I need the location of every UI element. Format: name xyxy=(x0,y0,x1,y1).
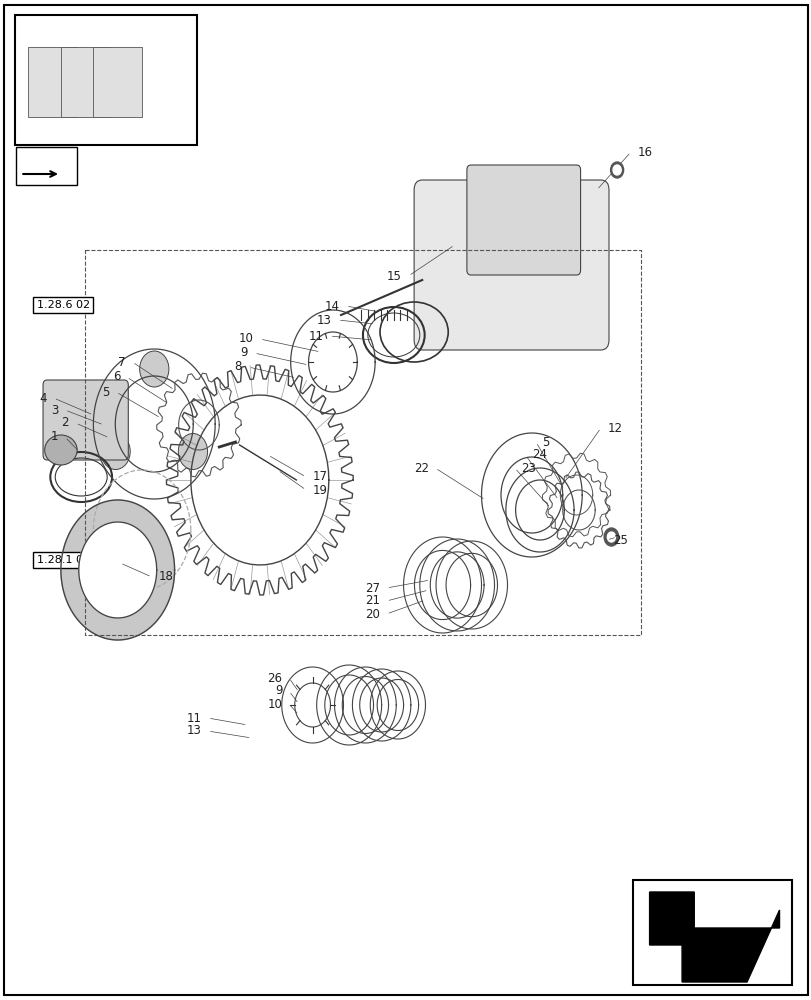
Text: 9: 9 xyxy=(275,684,282,698)
Text: 1.28.1 01: 1.28.1 01 xyxy=(36,555,89,565)
Circle shape xyxy=(607,532,615,542)
Text: 13: 13 xyxy=(187,724,201,738)
Text: 1: 1 xyxy=(51,430,58,444)
Text: 20: 20 xyxy=(365,607,380,620)
Text: 5: 5 xyxy=(542,436,549,448)
Bar xyxy=(93,47,142,117)
Text: 11: 11 xyxy=(308,330,323,342)
Text: 27: 27 xyxy=(365,582,380,594)
Text: 4: 4 xyxy=(40,391,47,404)
Text: 14: 14 xyxy=(324,300,339,312)
Bar xyxy=(28,47,77,117)
Text: 12: 12 xyxy=(607,422,621,434)
Text: 13: 13 xyxy=(316,314,331,326)
Circle shape xyxy=(610,162,623,178)
Bar xyxy=(633,880,791,985)
Text: 7: 7 xyxy=(118,356,126,368)
Circle shape xyxy=(79,522,157,618)
Bar xyxy=(61,47,109,117)
Bar xyxy=(16,147,77,185)
Text: 19: 19 xyxy=(312,484,327,496)
Text: 16: 16 xyxy=(637,145,651,158)
FancyBboxPatch shape xyxy=(466,165,580,275)
Text: 9: 9 xyxy=(240,347,247,360)
Text: 17: 17 xyxy=(312,471,327,484)
Ellipse shape xyxy=(178,434,208,470)
Circle shape xyxy=(603,528,618,546)
Text: 8: 8 xyxy=(234,360,242,373)
Text: 1.28.6 02: 1.28.6 02 xyxy=(36,300,89,310)
Text: 22: 22 xyxy=(414,462,428,475)
Text: 11: 11 xyxy=(187,712,201,724)
FancyBboxPatch shape xyxy=(414,180,608,350)
Bar xyxy=(15,15,197,145)
Text: 2: 2 xyxy=(62,416,69,430)
Text: 10: 10 xyxy=(238,332,253,346)
Text: 25: 25 xyxy=(612,534,627,546)
Polygon shape xyxy=(649,892,779,982)
Text: 10: 10 xyxy=(268,698,282,710)
Ellipse shape xyxy=(101,434,130,470)
Circle shape xyxy=(612,165,620,175)
Text: 5: 5 xyxy=(102,385,109,398)
Text: 23: 23 xyxy=(521,462,535,475)
Ellipse shape xyxy=(45,435,77,465)
Text: 24: 24 xyxy=(531,448,546,462)
Text: 18: 18 xyxy=(158,570,173,584)
Text: 15: 15 xyxy=(387,269,401,282)
Text: 3: 3 xyxy=(51,403,58,416)
FancyBboxPatch shape xyxy=(43,380,128,460)
Circle shape xyxy=(61,500,174,640)
Text: 21: 21 xyxy=(365,594,380,607)
Ellipse shape xyxy=(139,351,169,387)
Text: 6: 6 xyxy=(113,370,120,383)
Text: 26: 26 xyxy=(268,672,282,684)
